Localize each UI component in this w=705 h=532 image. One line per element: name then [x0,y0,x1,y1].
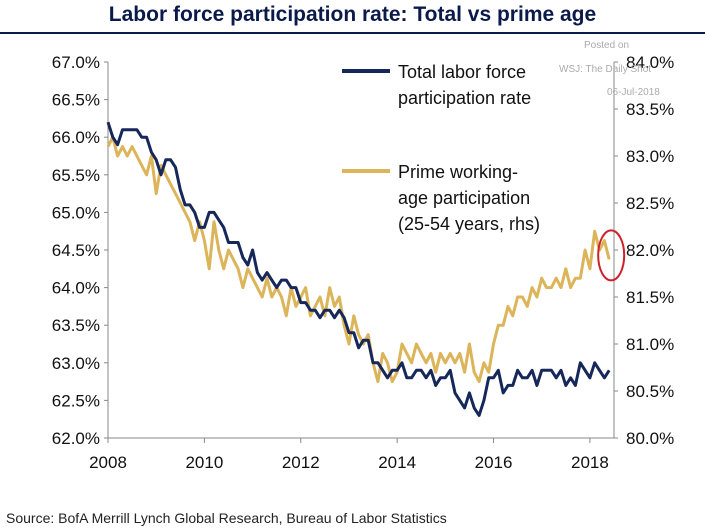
left-tick-label: 66.0% [52,128,100,147]
legend: Total labor force participation rate Prime… [342,62,540,234]
right-tick-label: 83.0% [626,147,674,166]
total-participation-line [106,121,611,417]
left-tick-label: 63.0% [52,354,100,373]
x-tick-label: 2012 [282,453,320,472]
left-tick-label: 62.5% [52,391,100,410]
legend-label-prime: (25-54 years, rhs) [398,214,540,234]
left-tick-label: 64.0% [52,279,100,298]
watermark-line: Posted on [584,40,629,51]
title-rule [0,32,705,34]
watermark: Posted on WSJ: The Daily Shot 06-Jul-2018 [559,40,660,98]
x-tick-label: 2018 [571,453,609,472]
legend-label-total: Total labor force [398,62,526,82]
right-tick-label: 80.5% [626,382,674,401]
legend-label-prime: age participation [398,188,530,208]
prime-age-participation-line [106,135,611,384]
legend-label-prime: Prime working- [398,162,518,182]
title-bar: Labor force participation rate: Total vs… [0,0,705,34]
right-tick-label: 82.5% [626,194,674,213]
source-note: Source: BofA Merrill Lynch Global Resear… [6,510,447,526]
axes-layer: 67.0% 66.5% 66.0% 65.5% 65.0% 64.5% 64.0% 63.5%… [52,53,674,472]
x-tick-label: 2014 [378,453,416,472]
right-tick-label: 84.0% [626,53,674,72]
right-tick-label: 83.5% [626,100,674,119]
left-tick-label: 65.0% [52,203,100,222]
legend-label-total: participation rate [398,88,531,108]
left-tick-label: 63.5% [52,316,100,335]
right-tick-label: 81.5% [626,288,674,307]
left-tick-label: 62.0% [52,429,100,448]
x-tick-label: 2010 [185,453,223,472]
watermark-line: WSJ: The Daily Shot [559,64,651,75]
right-tick-label: 82.0% [626,241,674,260]
chart-title: Labor force participation rate: Total vs… [108,3,597,26]
left-tick-label: 65.5% [52,166,100,185]
x-tick-label: 2016 [475,453,513,472]
right-tick-label: 81.0% [626,335,674,354]
right-tick-label: 80.0% [626,429,674,448]
left-tick-label: 67.0% [52,53,100,72]
series-layer [106,121,626,417]
x-tick-label: 2008 [89,453,127,472]
highlight-circle [597,229,626,282]
left-tick-label: 64.5% [52,241,100,260]
left-tick-label: 66.5% [52,91,100,110]
watermark-line: 06-Jul-2018 [607,87,660,98]
